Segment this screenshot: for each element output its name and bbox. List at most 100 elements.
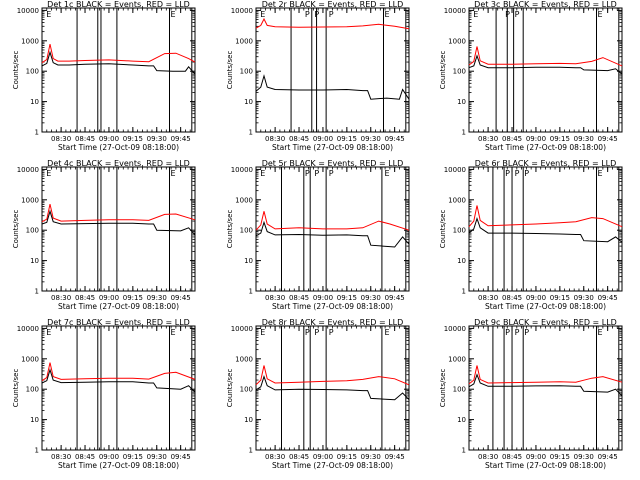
x-tick-label: 09:15 [337,294,357,302]
lld-series-line [468,365,623,385]
x-tick-label: 09:45 [171,294,191,302]
y-tick-label: 100 [26,68,39,76]
panel-det-8: Det 8r BLACK = Events, RED = LLD 1 10 100 10… [226,318,410,470]
x-axis-label: Start Time (27-Oct-09 08:18:00) [272,143,393,152]
lld-series-line [468,46,623,67]
x-tick-label: 09:00 [99,135,119,143]
x-tick-label: 09:30 [147,294,167,302]
y-tick-label: 100 [240,386,253,394]
x-tick-label: 09:45 [598,135,618,143]
y-tick-label: 1000 [21,37,39,45]
x-tick-label: 09:15 [123,453,143,461]
marker-letter: P [314,328,319,337]
x-tick-label: 09:15 [550,453,570,461]
marker-letter: P [505,328,510,337]
lld-series-line [255,365,410,386]
panel-title: Det 6r BLACK = Events, RED = LLD [475,159,617,168]
marker-letter: E [46,328,51,337]
x-tick-label: 09:00 [313,453,333,461]
y-tick-label: 10 [457,257,466,265]
panel-det-3: Det 3c BLACK = Events, RED = LLD 1 10 100 10… [439,0,623,152]
x-tick-label: 09:00 [526,294,546,302]
y-tick-label: 1000 [448,37,466,45]
marker-letter: E [598,169,603,178]
x-axis-label: Start Time (27-Oct-09 08:18:00) [272,302,393,311]
y-tick-label: 10000 [444,166,466,174]
x-tick-label: 09:15 [337,453,357,461]
events-series-line [255,220,410,248]
x-tick-label: 08:30 [51,294,71,302]
y-tick-label: 10000 [444,7,466,15]
panel-title: Det 9c BLACK = Events, RED = LLD [474,318,617,327]
x-axis-label: Start Time (27-Oct-09 08:18:00) [485,461,606,470]
y-tick-label: 1000 [21,196,39,204]
marker-letter: E [171,328,176,337]
x-tick-label: 09:15 [123,294,143,302]
y-tick-label: 100 [240,68,253,76]
panel-det-5: Det 5r BLACK = Events, RED = LLD 1 10 100 10… [226,159,410,311]
panel-title: Det 8r BLACK = Events, RED = LLD [262,318,404,327]
marker-letter: P [515,328,520,337]
marker-letter: E [46,169,51,178]
y-axis-label: Counts/sec [226,51,234,90]
marker-letter: P [305,10,310,19]
y-axis-label: Counts/sec [12,210,20,249]
x-tick-label: 09:15 [550,135,570,143]
x-tick-label: 09:30 [361,294,381,302]
x-tick-label: 09:45 [385,135,405,143]
lld-series-line [41,43,196,64]
x-tick-label: 08:30 [51,453,71,461]
events-series-line [41,209,196,236]
y-tick-label: 1000 [235,355,253,363]
panel-det-4: Det 4c BLACK = Events, RED = LLD 1 10 100 10… [12,159,196,311]
x-tick-label: 09:30 [574,135,594,143]
y-tick-label: 1 [249,288,253,296]
marker-letter: E [598,10,603,19]
x-tick-label: 08:30 [478,453,498,461]
x-axis-label: Start Time (27-Oct-09 08:18:00) [485,143,606,152]
marker-letter: P [515,169,520,178]
y-tick-label: 10 [244,98,253,106]
events-series-line [41,368,196,393]
y-tick-label: 100 [26,227,39,235]
marker-letter: P [329,169,334,178]
y-tick-label: 10 [30,98,39,106]
y-tick-label: 10000 [17,166,39,174]
marker-letter: P [524,169,529,178]
panel-det-1: Det 1c BLACK = Events, RED = LLD 1 10 100 10… [12,0,196,152]
y-tick-label: 1 [249,447,253,455]
x-axis-label: Start Time (27-Oct-09 08:18:00) [485,302,606,311]
y-tick-label: 10000 [231,325,253,333]
y-tick-label: 10 [30,257,39,265]
x-tick-label: 09:00 [99,453,119,461]
y-tick-label: 10000 [444,325,466,333]
x-tick-label: 09:00 [313,135,333,143]
y-tick-label: 1 [462,447,466,455]
y-tick-label: 10000 [231,7,253,15]
marker-letter: E [385,169,390,178]
x-tick-label: 09:00 [526,135,546,143]
y-tick-label: 10000 [17,325,39,333]
lld-series-line [255,17,410,30]
y-tick-label: 10 [457,98,466,106]
y-tick-label: 10000 [231,166,253,174]
y-tick-label: 1000 [448,196,466,204]
y-axis-label: Counts/sec [439,210,447,249]
x-tick-label: 09:15 [337,135,357,143]
x-tick-label: 09:45 [598,294,618,302]
x-axis-label: Start Time (27-Oct-09 08:18:00) [58,143,179,152]
marker-letter: E [46,10,51,19]
x-tick-label: 08:30 [478,135,498,143]
y-tick-label: 1000 [448,355,466,363]
y-tick-label: 10 [30,416,39,424]
y-tick-label: 1000 [235,196,253,204]
y-tick-label: 1 [462,129,466,137]
y-axis-label: Counts/sec [12,369,20,408]
marker-letter: E [473,10,478,19]
x-tick-label: 09:15 [550,294,570,302]
marker-letter: E [171,10,176,19]
x-tick-label: 08:45 [502,135,522,143]
y-tick-label: 10 [457,416,466,424]
panel-title: Det 1c BLACK = Events, RED = LLD [47,0,190,9]
marker-letter: P [505,10,510,19]
